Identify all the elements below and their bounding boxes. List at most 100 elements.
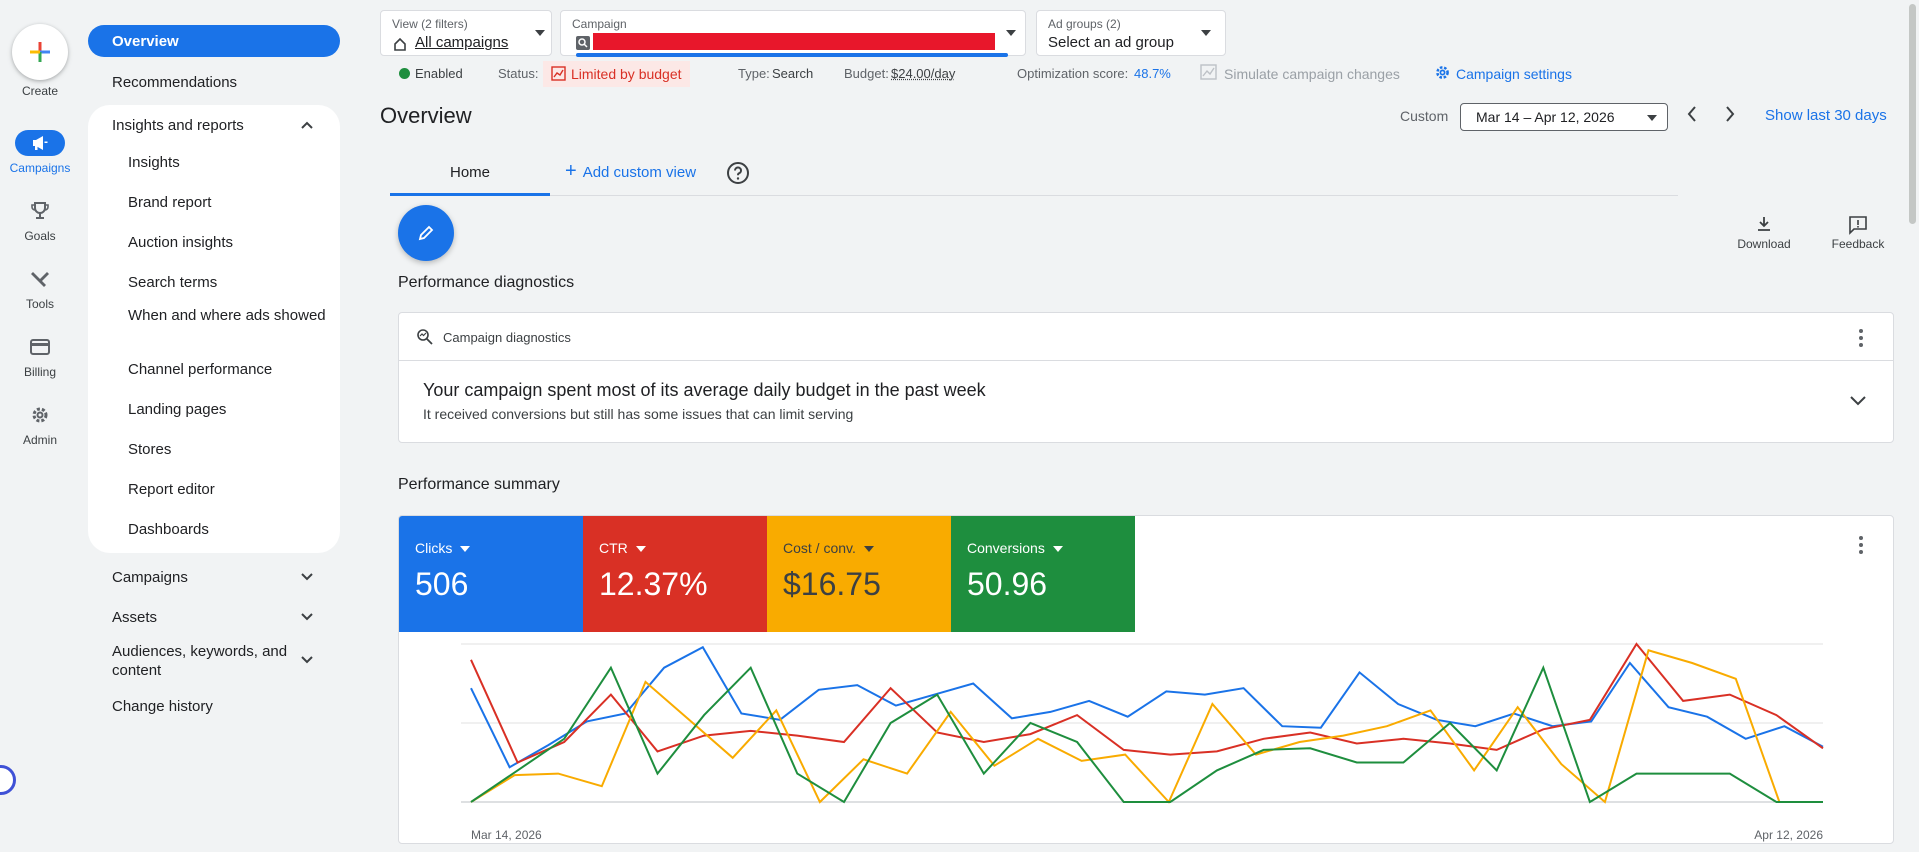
- credit-card-icon: [24, 334, 56, 360]
- metric-name: CTR: [599, 540, 628, 556]
- nav-item-label: Insights and reports: [112, 116, 244, 134]
- nav-item-campaigns[interactable]: Campaigns: [112, 568, 188, 586]
- diagnostics-card-header: Campaign diagnostics: [399, 313, 1893, 361]
- insights-group: Insights and reports Insights Brand repo…: [88, 105, 340, 553]
- enabled-label: Enabled: [415, 66, 463, 81]
- chevron-right-icon[interactable]: [1722, 104, 1738, 124]
- budget-value[interactable]: $24.00/day: [891, 66, 956, 81]
- scrollbar-thumb[interactable]: [1909, 4, 1916, 224]
- performance-chart: Mar 14, 2026 Apr 12, 2026: [461, 642, 1824, 842]
- trend-chart-icon: [551, 66, 566, 81]
- diagnostics-section-title: Performance diagnostics: [398, 274, 575, 291]
- adgroups-selector[interactable]: Ad groups (2) Select an ad group: [1036, 10, 1226, 56]
- metric-clicks[interactable]: Clicks 506: [399, 516, 583, 632]
- tools-icon: [24, 266, 56, 292]
- chevron-up-icon[interactable]: [300, 118, 314, 132]
- series-line-conversions: [470, 665, 1823, 804]
- series-line-cost-conv-: [470, 649, 1823, 804]
- create-button[interactable]: [12, 24, 68, 80]
- assistant-bubble-icon[interactable]: [0, 765, 16, 795]
- tab-home[interactable]: Home: [390, 155, 550, 196]
- redacted-campaign-name: [593, 33, 995, 50]
- view-main-label: All campaigns: [415, 34, 509, 51]
- nav-sub-search-terms[interactable]: Search terms: [128, 274, 218, 291]
- chevron-down-icon[interactable]: [300, 570, 314, 584]
- rail-label: Billing: [23, 365, 56, 379]
- nav-sub-insights[interactable]: Insights: [128, 154, 180, 171]
- metric-name: Conversions: [967, 540, 1045, 556]
- caret-down-icon: [460, 546, 471, 553]
- more-vert-icon[interactable]: [1859, 536, 1863, 554]
- add-custom-view-label: Add custom view: [582, 164, 697, 181]
- more-vert-icon[interactable]: [1859, 329, 1863, 347]
- help-icon[interactable]: [726, 161, 750, 185]
- plus-icon: [30, 42, 50, 62]
- campaign-small-label: Campaign: [572, 17, 627, 31]
- trophy-icon: [24, 198, 56, 224]
- nav-sub-channel-performance[interactable]: Channel performance: [128, 361, 273, 378]
- campaign-settings-link[interactable]: Campaign settings: [1456, 66, 1572, 82]
- rail-label: Tools: [25, 297, 54, 311]
- settings-gear-icon: [1436, 66, 1449, 79]
- metric-value: 50.96: [967, 566, 1048, 602]
- campaign-selector[interactable]: Campaign: [560, 10, 1026, 57]
- nav-sub-stores[interactable]: Stores: [128, 441, 172, 458]
- nav-item-change-history[interactable]: Change history: [112, 697, 213, 715]
- nav-item-recommendations[interactable]: Recommendations: [112, 73, 238, 91]
- caret-down-icon: [635, 546, 646, 553]
- caret-down-icon: [863, 546, 874, 553]
- nav-item-audiences[interactable]: Audiences, keywords, and content: [112, 643, 288, 679]
- rail-label: Admin: [22, 433, 57, 447]
- nav-sub-when-where[interactable]: When and where ads showed: [128, 307, 326, 324]
- show-last-30-days-link[interactable]: Show last 30 days: [1765, 107, 1887, 124]
- view-selector[interactable]: View (2 filters) All campaigns: [380, 10, 552, 56]
- status-label: Status:: [498, 66, 539, 81]
- series-line-clicks: [470, 645, 1824, 769]
- summary-card: Clicks 506 CTR 12.37% Cost / conv. $16.7…: [398, 515, 1894, 844]
- nav-sub-brand-report[interactable]: Brand report: [128, 194, 212, 211]
- nav-item-assets[interactable]: Assets: [112, 608, 158, 626]
- diagnostics-card: Campaign diagnostics Your campaign spent…: [398, 312, 1894, 443]
- pencil-icon: [418, 225, 434, 241]
- left-rail: Create Campaigns Goals Tools Billing Adm…: [0, 0, 80, 852]
- add-custom-view-button[interactable]: + Add custom view: [565, 161, 697, 181]
- chevron-down-icon[interactable]: [300, 610, 314, 624]
- download-button[interactable]: Download: [1736, 215, 1792, 251]
- feedback-icon: [1849, 216, 1867, 235]
- megaphone-icon: [15, 130, 65, 156]
- simulate-campaign-changes[interactable]: Simulate campaign changes: [1224, 66, 1400, 82]
- nav-item-overview[interactable]: Overview: [88, 25, 340, 57]
- caret-down-icon: [1647, 115, 1657, 121]
- chevron-down-icon[interactable]: [300, 653, 314, 667]
- feedback-label: Feedback: [1831, 237, 1885, 251]
- metric-ctr[interactable]: CTR 12.37%: [583, 516, 767, 632]
- metric-value: 506: [415, 566, 469, 602]
- caret-down-icon: [1201, 30, 1211, 36]
- metric-conversions[interactable]: Conversions 50.96: [951, 516, 1135, 632]
- nav-sub-auction-insights[interactable]: Auction insights: [128, 234, 234, 251]
- caret-down-icon: [1052, 546, 1063, 553]
- diagnostics-search-icon: [417, 329, 433, 345]
- budget-label: Budget:: [844, 66, 889, 81]
- metric-value: $16.75: [783, 566, 881, 602]
- date-range-picker[interactable]: Mar 14 – Apr 12, 2026: [1460, 103, 1668, 131]
- adgroups-main-label: Select an ad group: [1048, 34, 1174, 51]
- download-label: Download: [1737, 237, 1791, 251]
- metric-name: Cost / conv.: [783, 540, 856, 556]
- nav-sub-dashboards[interactable]: Dashboards: [128, 521, 209, 538]
- expand-chevron-icon[interactable]: [1849, 395, 1867, 407]
- limited-by-budget-badge[interactable]: Limited by budget: [543, 61, 690, 87]
- home-icon: [394, 37, 406, 51]
- nav-item-insights-reports[interactable]: Insights and reports: [88, 113, 340, 137]
- summary-section-title: Performance summary: [398, 476, 560, 493]
- feedback-button[interactable]: Feedback: [1828, 215, 1888, 251]
- diagnostics-card-title: Campaign diagnostics: [443, 330, 571, 345]
- nav-sub-landing-pages[interactable]: Landing pages: [128, 401, 227, 418]
- optimization-label: Optimization score:: [1017, 66, 1129, 81]
- page-scrollbar[interactable]: [1906, 0, 1919, 852]
- metric-cost-per-conv[interactable]: Cost / conv. $16.75: [767, 516, 951, 632]
- chevron-left-icon[interactable]: [1684, 104, 1700, 124]
- edit-button[interactable]: [398, 205, 454, 261]
- optimization-value[interactable]: 48.7%: [1134, 66, 1171, 81]
- nav-sub-report-editor[interactable]: Report editor: [128, 481, 215, 498]
